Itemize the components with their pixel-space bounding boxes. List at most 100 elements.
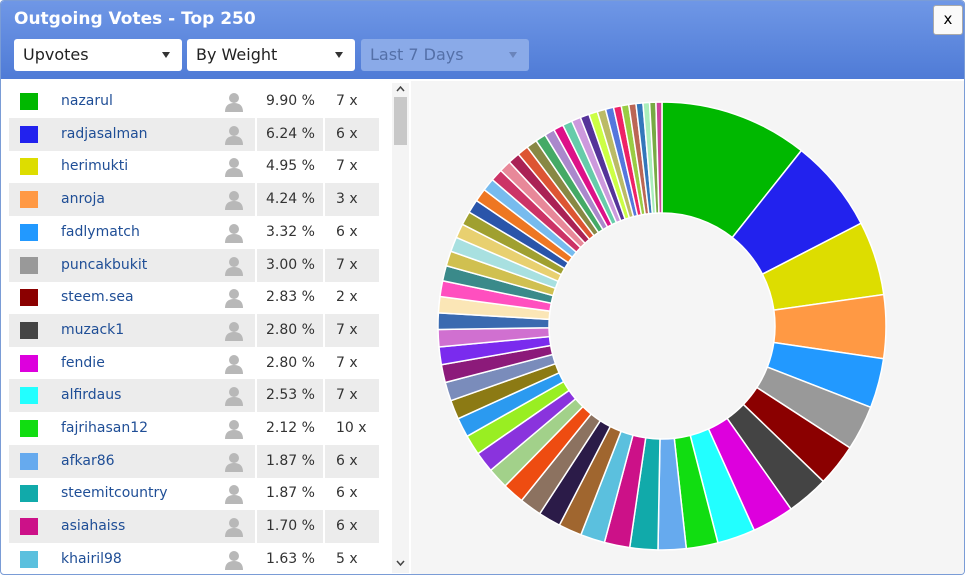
col-sep: [323, 215, 325, 249]
color-swatch: [20, 256, 38, 274]
profile-icon: [225, 518, 243, 538]
voter-link[interactable]: steem.sea: [61, 289, 134, 306]
voter-link[interactable]: herimukti: [61, 158, 129, 175]
vote-share: 3.00 %: [266, 256, 315, 273]
voter-link[interactable]: muzack1: [61, 321, 125, 338]
col-sep: [255, 248, 257, 282]
voter-link[interactable]: fendie: [61, 354, 105, 371]
vote-row: asiahaiss 1.70 % 6 x: [9, 510, 379, 544]
col-sep: [255, 379, 257, 413]
col-sep: [255, 477, 257, 511]
col-sep: [323, 150, 325, 184]
col-sep: [323, 281, 325, 315]
vote-row: steemitcountry 1.87 % 6 x: [9, 477, 379, 511]
vote-row: fendie 2.80 % 7 x: [9, 346, 379, 380]
profile-icon: [225, 93, 243, 112]
col-sep: [323, 183, 325, 217]
voter-link[interactable]: steemitcountry: [61, 485, 168, 502]
col-sep: [255, 346, 257, 380]
close-button[interactable]: x: [933, 5, 963, 35]
vote-count: 6 x: [336, 485, 358, 502]
select-text: Upvotes: [23, 45, 89, 64]
color-swatch: [20, 289, 38, 307]
vote-count: 6 x: [336, 223, 358, 240]
vote-share: 4.95 %: [266, 158, 315, 175]
vote-count: 7 x: [336, 387, 358, 404]
vote-row: muzack1 2.80 % 7 x: [9, 313, 379, 347]
vote-count: 7 x: [336, 158, 358, 175]
voter-link[interactable]: nazarul: [61, 93, 113, 109]
vote-count: 6 x: [336, 518, 358, 535]
profile-icon: [225, 256, 243, 276]
color-swatch: [20, 387, 38, 405]
voter-link[interactable]: anroja: [61, 191, 105, 208]
caret: [509, 52, 517, 58]
profile-icon: [225, 223, 243, 243]
select-text: By Weight: [196, 45, 278, 64]
color-swatch: [20, 125, 38, 143]
profile-icon: [225, 354, 243, 374]
vote-row: fajrihasan12 2.12 % 10 x: [9, 412, 379, 445]
vote-count: 10 x: [336, 420, 367, 436]
vote-row: fadlymatch 3.32 % 6 x: [9, 215, 379, 249]
profile-icon: [225, 125, 243, 145]
col-sep: [323, 248, 325, 282]
col-sep: [255, 117, 257, 151]
period-select: Last 7 Days: [361, 39, 529, 71]
voter-link[interactable]: alfirdaus: [61, 387, 122, 404]
scrollbar[interactable]: [392, 83, 409, 573]
voter-link[interactable]: afkar86: [61, 452, 115, 469]
vote-count: 7 x: [336, 321, 358, 338]
profile-icon: [225, 420, 243, 439]
vote-share: 2.80 %: [266, 354, 315, 371]
color-swatch: [20, 223, 38, 241]
voter-link[interactable]: fajrihasan12: [61, 420, 149, 436]
vote-list: nazarul 9.90 % 7 x radjasalman 6.24 % 6 x heri…: [9, 85, 379, 574]
color-swatch: [20, 485, 38, 503]
col-sep: [323, 346, 325, 380]
profile-icon: [225, 321, 243, 341]
sort-select[interactable]: By Weight: [187, 39, 355, 71]
voter-link[interactable]: radjasalman: [61, 125, 148, 142]
vote-share: 1.70 %: [266, 518, 315, 535]
vote-count: 7 x: [336, 354, 358, 371]
voter-link[interactable]: fadlymatch: [61, 223, 140, 240]
color-swatch: [20, 452, 38, 470]
vote-share: 2.53 %: [266, 387, 315, 404]
select-text: Last 7 Days: [370, 45, 464, 64]
voter-link[interactable]: khairil98: [61, 550, 122, 567]
voter-link[interactable]: asiahaiss: [61, 518, 126, 535]
profile-icon: [225, 485, 243, 505]
col-sep: [255, 85, 257, 118]
vote-share: 1.87 %: [266, 485, 315, 502]
col-sep: [323, 379, 325, 413]
color-swatch: [20, 191, 38, 209]
col-sep: [255, 183, 257, 217]
caret: [335, 52, 343, 58]
donut-chart: [437, 101, 887, 551]
vote-row: khairil98 1.63 % 5 x: [9, 542, 379, 574]
scroll-thumb[interactable]: [394, 97, 407, 145]
col-sep: [323, 477, 325, 511]
vote-row: anroja 4.24 % 3 x: [9, 183, 379, 217]
vote-share: 2.83 %: [266, 289, 315, 306]
color-swatch: [20, 550, 38, 568]
voter-link[interactable]: puncakbukit: [61, 256, 148, 273]
title-bar: Outgoing Votes - Top 250 x Upvotes By We…: [1, 1, 964, 79]
type-select[interactable]: Upvotes: [14, 39, 182, 71]
vote-count: 6 x: [336, 125, 358, 142]
col-sep: [255, 313, 257, 347]
vote-row: alfirdaus 2.53 % 7 x: [9, 379, 379, 413]
profile-icon: [225, 452, 243, 472]
col-sep: [323, 444, 325, 478]
col-sep: [323, 85, 325, 118]
color-swatch: [20, 354, 38, 372]
vote-row: puncakbukit 3.00 % 7 x: [9, 248, 379, 282]
vote-share: 1.87 %: [266, 452, 315, 469]
vote-row: herimukti 4.95 % 7 x: [9, 150, 379, 184]
vote-count: 6 x: [336, 452, 358, 469]
col-sep: [323, 117, 325, 151]
col-sep: [323, 542, 325, 574]
vote-count: 7 x: [336, 93, 358, 109]
